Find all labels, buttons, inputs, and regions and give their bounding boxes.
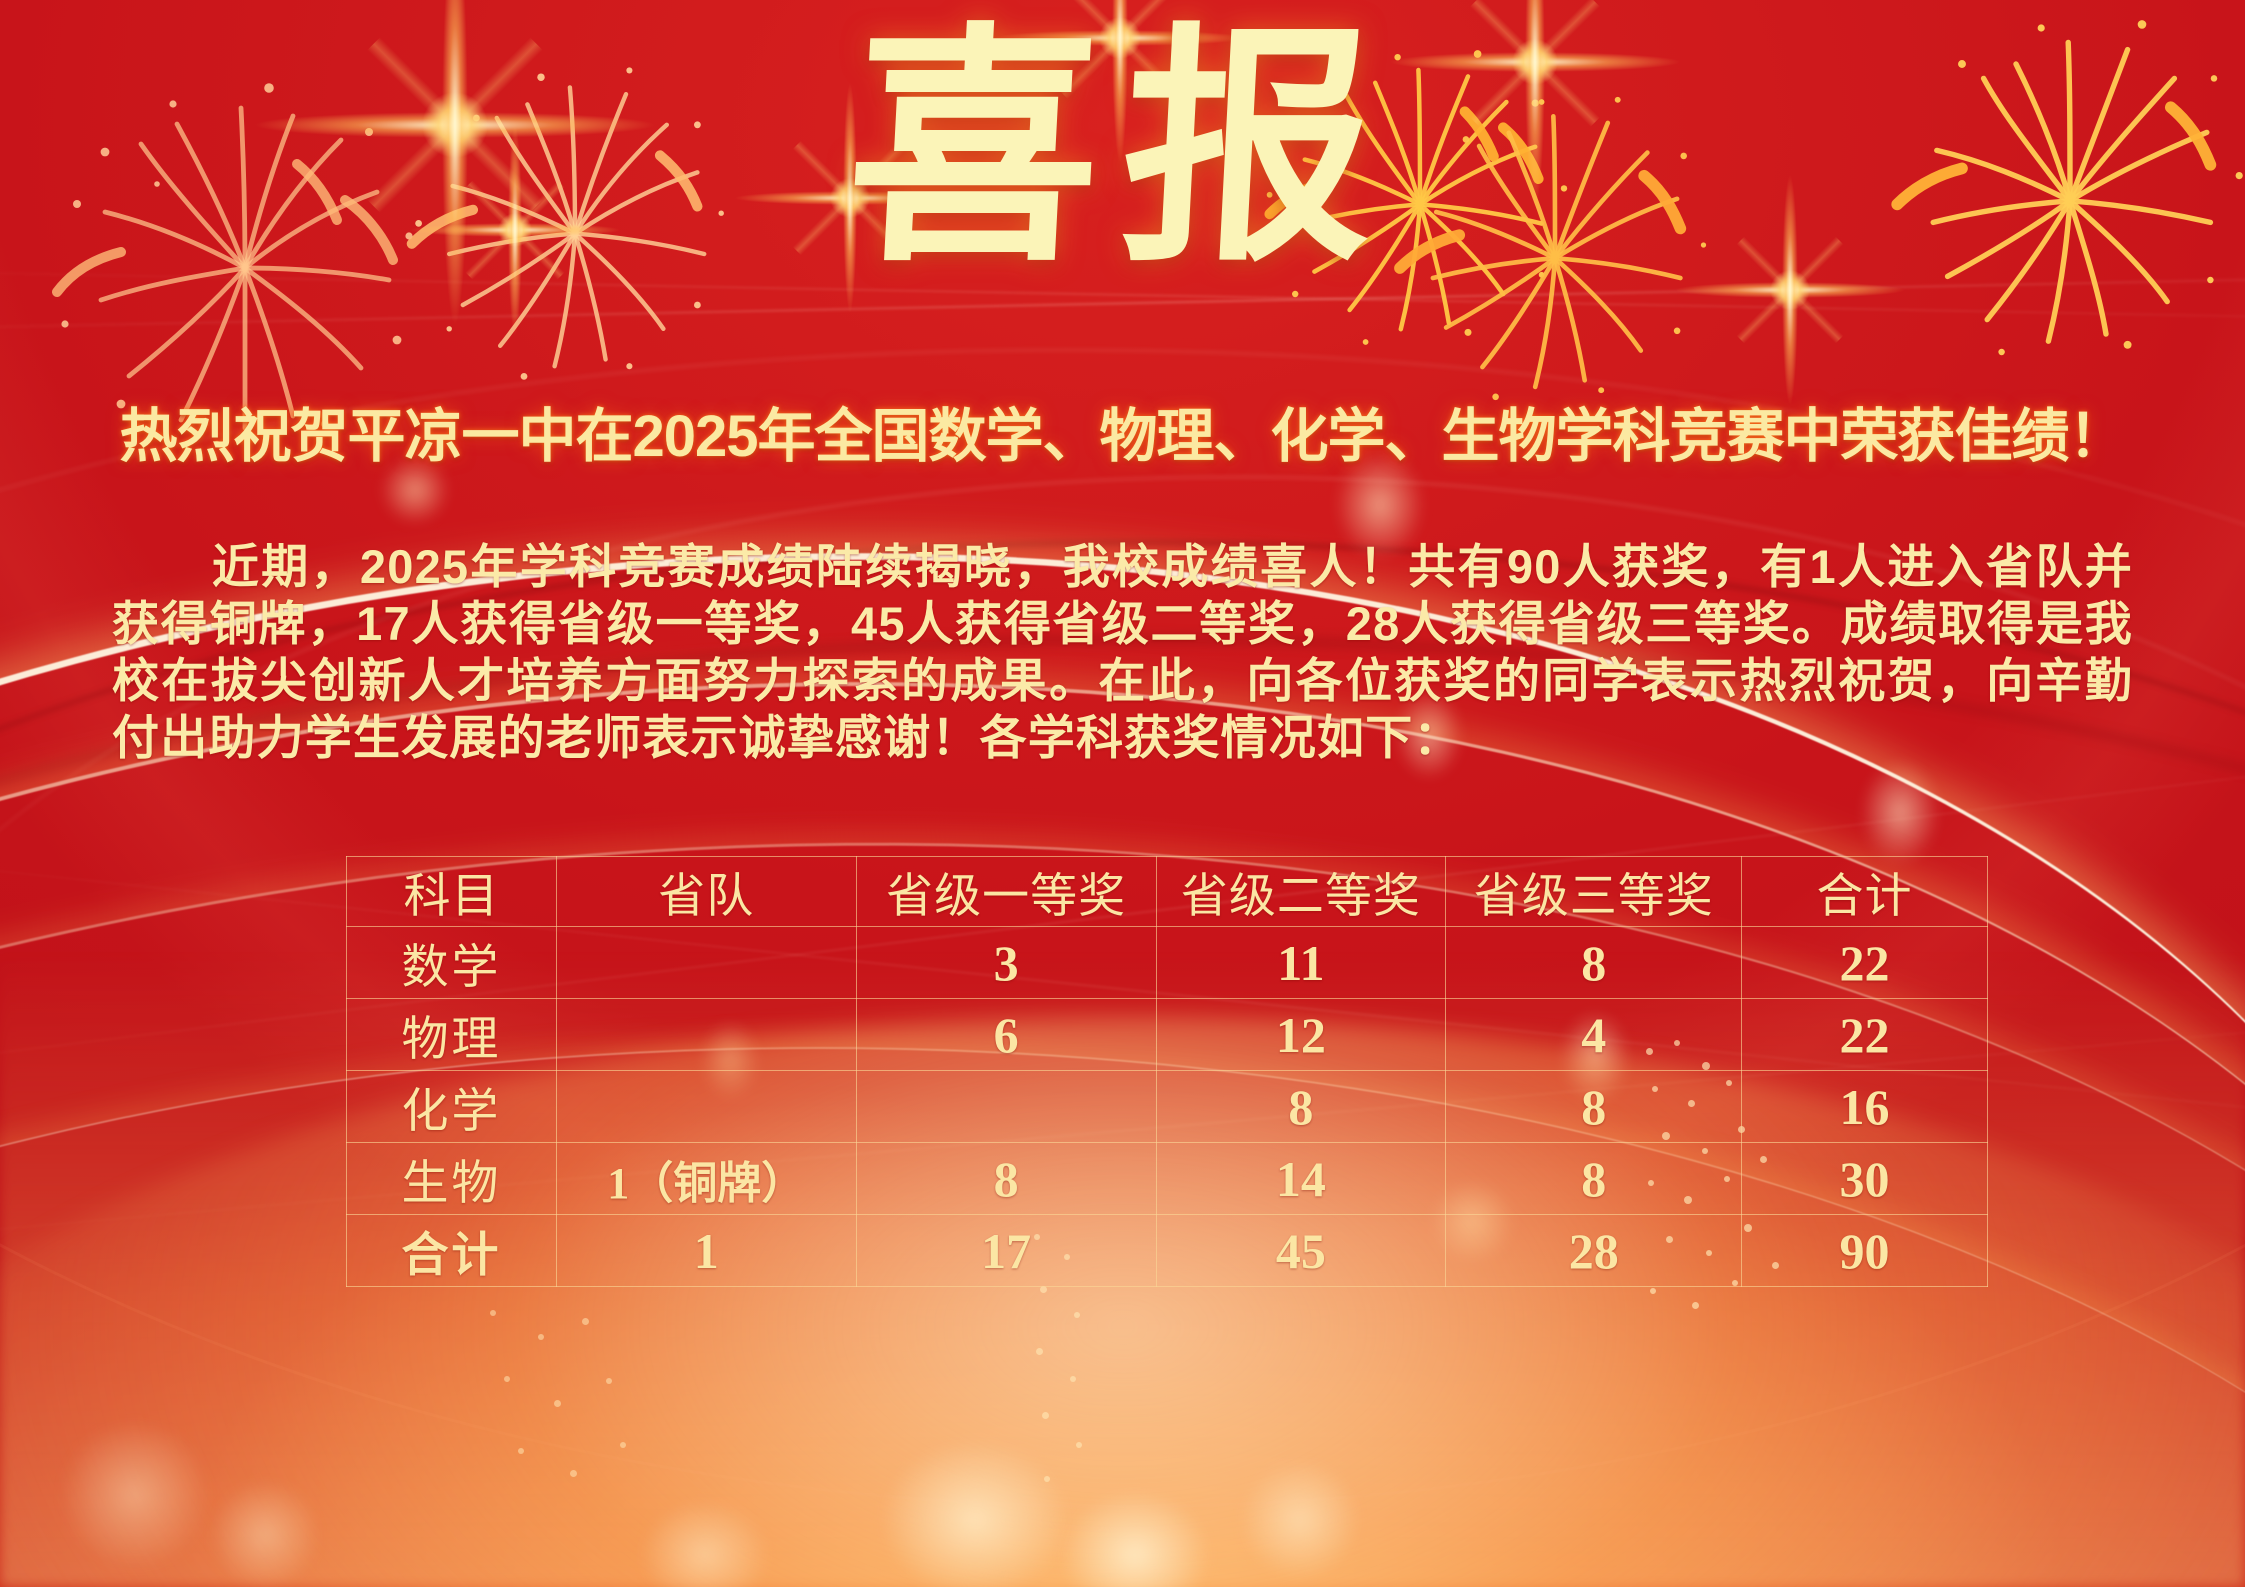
cell-provincial-team	[555, 998, 857, 1071]
cell-subject: 生物	[346, 1142, 557, 1215]
cell-total: 22	[1741, 998, 1988, 1071]
cell-first-prize: 3	[855, 926, 1157, 999]
cell-third-prize: 8	[1445, 926, 1743, 999]
cell-provincial-team	[555, 1070, 857, 1143]
body-paragraph-text: 近期，2025年学科竞赛成绩陆续揭晓，我校成绩喜人！共有90人获奖，有1人进入省…	[112, 540, 2133, 764]
column-header-first-prize: 省级一等奖	[855, 856, 1157, 927]
cell-subject: 物理	[346, 998, 557, 1071]
cell-provincial-team: 1（铜牌）	[555, 1142, 857, 1215]
cell-first-prize: 17	[855, 1214, 1157, 1287]
cell-provincial-team: 1	[555, 1214, 857, 1287]
sparkle-dots	[480, 1300, 640, 1530]
table-row: 数学 3 11 8 22	[346, 926, 1988, 999]
cell-second-prize: 11	[1155, 926, 1447, 999]
cell-total: 90	[1741, 1214, 1988, 1287]
bokeh-circle	[640, 1500, 770, 1587]
bokeh-circle	[60, 1420, 210, 1570]
cell-second-prize: 12	[1155, 998, 1447, 1071]
cell-third-prize: 28	[1445, 1214, 1743, 1287]
column-header-subject: 科目	[346, 856, 557, 927]
cell-subject: 合计	[346, 1214, 557, 1287]
cell-provincial-team	[555, 926, 857, 999]
column-header-second-prize: 省级二等奖	[1155, 856, 1447, 927]
cell-subject: 化学	[346, 1070, 557, 1143]
award-table: 科目 省队 省级一等奖 省级二等奖 省级三等奖 合计 数学 3 11 8 22	[346, 856, 1988, 1287]
cell-third-prize: 4	[1445, 998, 1743, 1071]
cell-second-prize: 14	[1155, 1142, 1447, 1215]
cell-total: 30	[1741, 1142, 1988, 1215]
column-header-total: 合计	[1741, 856, 1988, 927]
cell-third-prize: 8	[1445, 1142, 1743, 1215]
bokeh-circle	[1860, 760, 1940, 865]
column-header-provincial-team: 省队	[555, 856, 857, 927]
table-row-total: 合计 1 17 45 28 90	[346, 1214, 1988, 1287]
subtitle: 热烈祝贺平凉一中在2025年全国数学、物理、化学、生物学科竞赛中荣获佳绩！	[119, 404, 2126, 469]
cell-first-prize	[855, 1070, 1157, 1143]
table-header-row: 科目 省队 省级一等奖 省级二等奖 省级三等奖 合计	[346, 856, 1988, 927]
table-row: 物理 6 12 4 22	[346, 998, 1988, 1071]
bokeh-circle	[1240, 1460, 1360, 1580]
cell-total: 22	[1741, 926, 1988, 999]
body-paragraph: 近期，2025年学科竞赛成绩陆续揭晓，我校成绩喜人！共有90人获奖，有1人进入省…	[112, 538, 2133, 766]
award-table-head: 科目 省队 省级一等奖 省级二等奖 省级三等奖 合计	[346, 856, 1988, 927]
table-row: 化学 8 8 16	[346, 1070, 1988, 1143]
cell-total: 16	[1741, 1070, 1988, 1143]
bokeh-circle	[880, 1440, 1070, 1587]
cell-second-prize: 45	[1155, 1214, 1447, 1287]
cell-subject: 数学	[346, 926, 557, 999]
cell-third-prize: 8	[1445, 1070, 1743, 1143]
table-row: 生物 1（铜牌） 8 14 8 30	[346, 1142, 1988, 1215]
award-table-body: 数学 3 11 8 22 物理 6 12 4 22 化学	[346, 926, 1988, 1287]
column-header-third-prize: 省级三等奖	[1445, 856, 1743, 927]
page-title: 喜报	[840, 0, 1405, 296]
bokeh-circle	[210, 1480, 320, 1587]
bokeh-circle	[1060, 1490, 1210, 1587]
cell-first-prize: 8	[855, 1142, 1157, 1215]
cell-second-prize: 8	[1155, 1070, 1447, 1143]
cell-first-prize: 6	[855, 998, 1157, 1071]
